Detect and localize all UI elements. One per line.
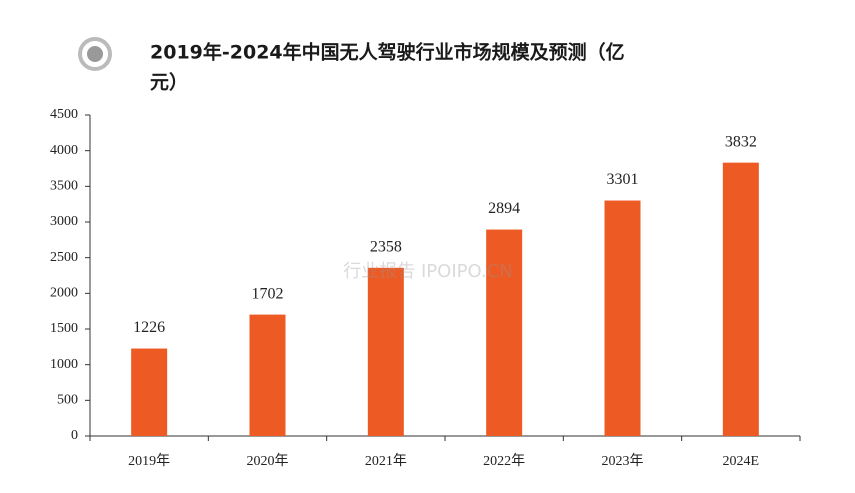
bar (722, 162, 759, 436)
value-label: 1702 (252, 285, 284, 302)
value-label: 1226 (133, 319, 165, 336)
y-tick-label: 3000 (50, 214, 78, 229)
x-tick-label: 2024E (723, 454, 760, 469)
value-label: 2894 (488, 200, 520, 217)
bar (486, 229, 523, 436)
y-tick-label: 3500 (50, 179, 78, 194)
bullet-icon (78, 37, 112, 71)
value-label: 3301 (607, 171, 639, 188)
y-tick-label: 4500 (50, 107, 78, 122)
chart-title: 2019年-2024年中国无人驾驶行业市场规模及预测（亿 (150, 41, 625, 64)
x-tick-label: 2023年 (602, 453, 644, 469)
x-tick-label: 2020年 (247, 453, 289, 469)
y-tick-label: 1000 (50, 357, 78, 372)
value-label: 3832 (725, 133, 757, 150)
chart-title: 元） (150, 71, 188, 94)
bar (131, 348, 168, 436)
x-tick-label: 2022年 (483, 453, 525, 469)
y-tick-label: 500 (57, 393, 78, 408)
bar (249, 314, 286, 436)
x-tick-label: 2021年 (365, 453, 407, 469)
bar (367, 267, 404, 436)
value-label: 2358 (370, 238, 402, 255)
y-tick-label: 0 (71, 428, 78, 443)
bullet-dot (87, 46, 103, 62)
y-tick-label: 1500 (50, 321, 78, 336)
bar (604, 200, 641, 436)
y-tick-label: 4000 (50, 143, 78, 158)
y-tick-label: 2500 (50, 250, 78, 265)
x-tick-label: 2019年 (128, 453, 170, 469)
y-tick-label: 2000 (50, 286, 78, 301)
watermark: 行业报告 IPOIPO.CN (343, 261, 512, 282)
